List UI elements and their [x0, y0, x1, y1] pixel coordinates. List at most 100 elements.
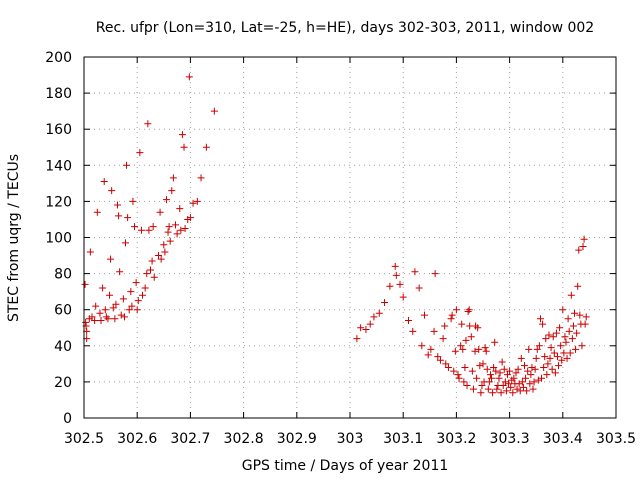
x-tick-label: 303.3: [490, 431, 530, 447]
data-point: [488, 374, 496, 382]
data-point: [549, 333, 557, 341]
data-point: [567, 291, 575, 299]
data-point: [186, 214, 194, 222]
data-point: [509, 389, 517, 397]
data-point: [177, 226, 185, 234]
data-point: [139, 291, 147, 299]
data-point: [124, 214, 132, 222]
data-point: [582, 313, 590, 321]
x-tick-label: 303.1: [383, 431, 423, 447]
data-point: [538, 374, 546, 382]
data-point: [467, 333, 475, 341]
y-tick-label: 20: [54, 375, 72, 391]
data-point: [357, 324, 365, 332]
y-tick-label: 0: [63, 411, 72, 427]
data-point: [91, 317, 99, 325]
y-tick-label: 80: [54, 267, 72, 283]
data-point: [543, 371, 551, 379]
data-point: [104, 315, 112, 323]
data-point: [565, 327, 573, 335]
data-point: [556, 324, 564, 332]
data-point: [547, 344, 555, 352]
data-point: [560, 349, 568, 357]
data-point: [119, 295, 127, 303]
data-point: [528, 363, 536, 371]
data-point: [420, 311, 428, 319]
data-point: [482, 347, 490, 355]
data-point: [573, 329, 581, 337]
data-point: [576, 311, 584, 319]
data-point: [156, 208, 164, 216]
data-point: [532, 354, 540, 362]
data-point: [134, 297, 142, 305]
data-point: [490, 363, 498, 371]
data-point: [141, 284, 149, 292]
data-point: [409, 327, 417, 335]
x-tick-label: 303: [337, 431, 364, 447]
data-point: [166, 237, 174, 245]
data-point: [149, 223, 157, 231]
data-point: [193, 197, 201, 205]
x-tick-label: 302.9: [277, 431, 317, 447]
data-point: [475, 345, 483, 353]
data-point: [168, 187, 176, 195]
data-point: [120, 313, 128, 321]
data-point: [530, 378, 538, 386]
data-point: [536, 315, 544, 323]
data-point: [507, 383, 515, 391]
data-point: [503, 371, 511, 379]
data-point: [540, 363, 548, 371]
data-point: [180, 143, 188, 151]
y-tick-label: 140: [45, 158, 72, 174]
data-point: [391, 262, 399, 270]
data-point: [411, 268, 419, 276]
data-point: [492, 367, 500, 375]
data-point: [88, 313, 96, 321]
data-point: [143, 270, 151, 278]
data-point: [117, 311, 125, 319]
data-point: [481, 344, 489, 352]
data-point: [523, 387, 531, 395]
data-point: [108, 187, 116, 195]
data-point: [127, 288, 135, 296]
data-point: [137, 226, 145, 234]
data-point: [415, 284, 423, 292]
x-tick-label: 303.2: [436, 431, 476, 447]
data-point: [430, 327, 438, 335]
data-point: [131, 223, 139, 231]
chart-title: Rec. ufpr (Lon=310, Lat=-25, h=HE), days…: [96, 20, 594, 36]
data-point: [405, 317, 413, 325]
data-point: [148, 257, 156, 265]
data-point: [568, 335, 576, 343]
data-point: [452, 306, 460, 314]
data-point: [439, 335, 447, 343]
data-point: [133, 306, 141, 314]
data-point: [366, 320, 374, 328]
data-point: [539, 320, 547, 328]
data-point: [493, 385, 501, 393]
data-point: [533, 345, 541, 353]
data-point: [581, 320, 589, 328]
data-point: [501, 378, 509, 386]
data-point: [506, 367, 514, 375]
data-point: [471, 347, 479, 355]
data-point: [154, 252, 162, 260]
data-point: [519, 383, 527, 391]
data-point: [460, 378, 468, 386]
data-point: [458, 320, 466, 328]
data-point: [441, 322, 449, 330]
x-tick-label: 302.5: [64, 431, 104, 447]
y-tick-label: 160: [45, 122, 72, 138]
data-point: [147, 266, 154, 274]
y-tick-label: 60: [54, 303, 72, 319]
data-point: [468, 367, 476, 375]
data-point: [518, 378, 526, 386]
data-point: [161, 248, 169, 256]
data-point: [578, 342, 586, 350]
data-point: [498, 358, 506, 366]
data-point: [478, 382, 486, 390]
data-point: [557, 342, 565, 350]
data-point: [457, 342, 465, 350]
data-point: [112, 300, 120, 308]
